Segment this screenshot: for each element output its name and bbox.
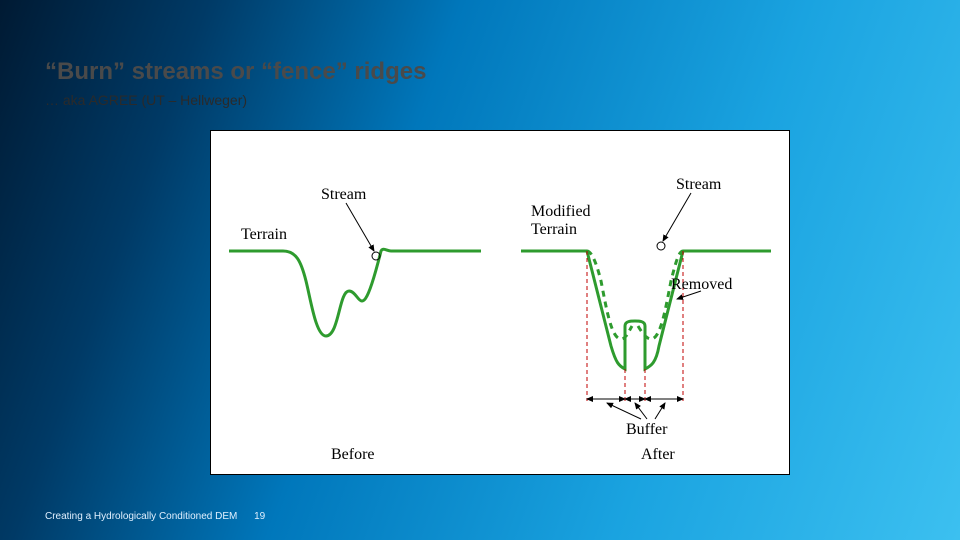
- diagram-frame: Stream Terrain Stream Modified Terrain R…: [210, 130, 790, 475]
- label-removed: Removed: [671, 276, 732, 294]
- label-buffer: Buffer: [626, 421, 667, 439]
- footer-text: Creating a Hydrologically Conditioned DE…: [45, 511, 237, 522]
- label-after: After: [641, 446, 675, 464]
- slide-subtitle: … aka AGREE (UT – Hellweger): [45, 92, 247, 108]
- label-stream-right: Stream: [676, 176, 721, 194]
- footer: Creating a Hydrologically Conditioned DE…: [45, 511, 265, 522]
- label-stream-left: Stream: [321, 186, 366, 204]
- slide: “Burn” streams or “fence” ridges … aka A…: [0, 0, 960, 540]
- label-modified-terrain: Modified Terrain: [531, 203, 591, 240]
- label-before: Before: [331, 446, 375, 464]
- slide-title: “Burn” streams or “fence” ridges: [45, 58, 426, 86]
- page-number: 19: [254, 511, 265, 522]
- label-terrain: Terrain: [241, 226, 287, 244]
